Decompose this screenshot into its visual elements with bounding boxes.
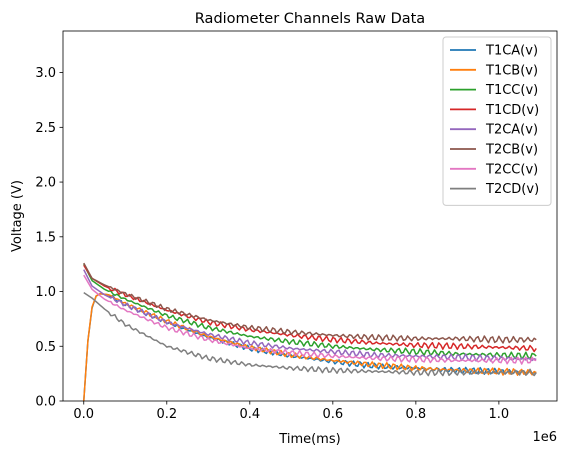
y-tick-label: 3.0 [35, 66, 56, 81]
legend-label-t2ca-v: T2CA(v) [485, 123, 538, 138]
legend-label-t2cb-v: T2CB(v) [485, 143, 538, 158]
x-axis-label: Time(ms) [278, 432, 340, 447]
x-tick-label: 1.0 [489, 407, 510, 422]
legend-box [442, 36, 552, 206]
x-tick-label: 0.8 [406, 407, 427, 422]
legend-label-t2cd-v: T2CD(v) [485, 182, 539, 197]
x-axis-offset-label: 1e6 [532, 430, 557, 445]
series-line-t2cc-v [83, 274, 537, 365]
legend-label-t1cb-v: T1CB(v) [485, 63, 538, 78]
x-tick-label: 0.2 [156, 407, 177, 422]
series-line-t2ca-v [83, 269, 537, 362]
x-tick-label: 0.4 [239, 407, 260, 422]
y-tick-label: 0.5 [35, 340, 56, 355]
legend-label-t1ca-v: T1CA(v) [485, 44, 538, 59]
axes-frame [62, 30, 558, 402]
legend-label-t2cc-v: T2CC(v) [485, 162, 538, 177]
y-tick-label: 1.5 [35, 230, 56, 245]
legend: T1CA(v) T1CB(v) T1CC(v) T1CD(v) T2CA(v) T2CB(… [442, 36, 552, 206]
series-line-t1cd-v [83, 264, 537, 353]
y-tick-label: 2.0 [35, 176, 56, 191]
legend-label-t1cd-v: T1CD(v) [485, 103, 539, 118]
y-tick-label: 1.0 [35, 285, 56, 300]
y-axis-label: Voltage (V) [10, 180, 25, 252]
legend-label-t1cc-v: T1CC(v) [485, 83, 538, 98]
y-tick-label: 0.0 [35, 395, 56, 410]
chart-title: Radiometer Channels Raw Data [195, 11, 425, 27]
y-tick-label: 2.5 [35, 121, 56, 136]
x-tick-label: 0.6 [322, 407, 343, 422]
series-layer [83, 262, 537, 401]
series-line-t2cd-v [83, 292, 537, 377]
series-line-t1cc-v [83, 263, 537, 360]
axes-layer: 0.0 0.2 0.4 0.6 0.8 1.0 0.0 0.5 1.0 1.5 2.0 2.5 3.0 [35, 30, 558, 422]
series-line-t2cb-v [83, 262, 537, 344]
x-tick-label: 0.0 [73, 407, 94, 422]
